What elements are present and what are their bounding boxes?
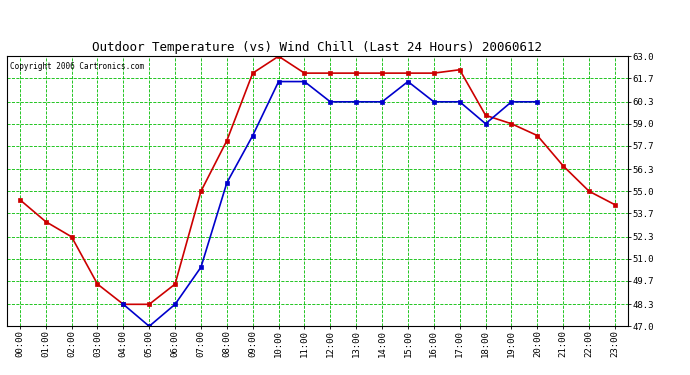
Title: Outdoor Temperature (vs) Wind Chill (Last 24 Hours) 20060612: Outdoor Temperature (vs) Wind Chill (Las… [92,41,542,54]
Text: Copyright 2006 Cartronics.com: Copyright 2006 Cartronics.com [10,62,144,70]
